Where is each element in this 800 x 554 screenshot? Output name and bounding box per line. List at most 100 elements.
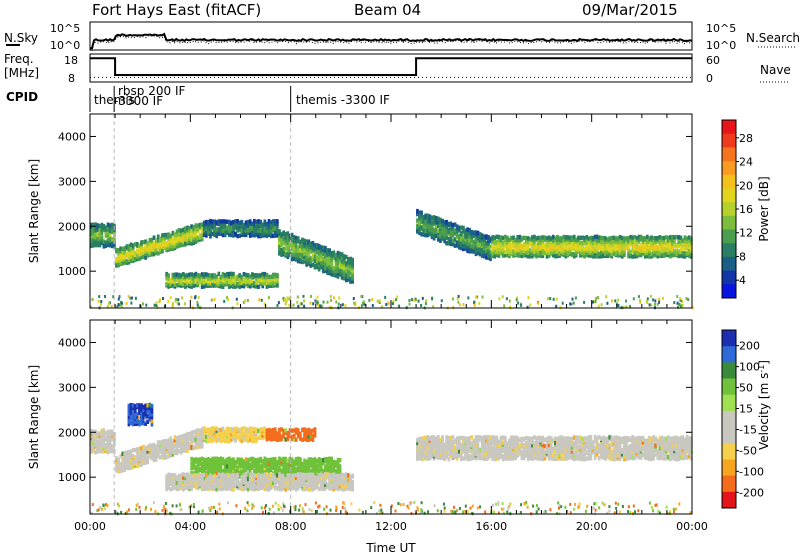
range-cell (219, 222, 223, 227)
noise-cell (176, 301, 179, 305)
range-cell (612, 242, 616, 247)
range-cell (614, 249, 618, 254)
range-cell (276, 233, 279, 238)
range-cell (447, 227, 451, 233)
range-cell (453, 451, 457, 457)
range-cell (503, 249, 507, 254)
range-cell (119, 468, 122, 474)
range-cell (305, 262, 308, 267)
range-cell (470, 447, 474, 453)
range-cell (127, 464, 131, 469)
range-cell (200, 456, 204, 461)
range-cell (301, 259, 304, 265)
range-cell (163, 453, 166, 458)
noise-cell (458, 303, 461, 307)
noise-cell (155, 304, 158, 307)
range-cell (92, 440, 95, 445)
range-cell (194, 481, 198, 486)
range-cell (296, 484, 300, 489)
range-cell (202, 457, 206, 462)
y-tick-label: 2000 (58, 220, 86, 233)
noise-cell (625, 305, 628, 309)
range-cell (248, 475, 252, 480)
range-cell (449, 441, 453, 446)
range-cell (125, 456, 129, 462)
range-cell (263, 230, 267, 235)
range-cell (474, 230, 478, 235)
range-cell (439, 440, 442, 445)
range-cell (522, 242, 526, 247)
range-cell (501, 456, 505, 462)
range-cell (426, 219, 430, 224)
noise-cell (283, 299, 286, 302)
range-cell (100, 428, 104, 433)
range-cell (589, 253, 593, 258)
range-cell (418, 228, 421, 233)
range-cell (478, 435, 482, 440)
range-cell (215, 481, 219, 486)
noise-cell (481, 295, 484, 299)
range-cell (313, 465, 317, 470)
range-cell (681, 251, 685, 256)
range-cell (142, 459, 145, 464)
range-cell (173, 282, 177, 287)
range-cell (464, 436, 467, 441)
noise-cell (440, 299, 443, 303)
range-cell (198, 444, 202, 449)
y-tick-label: 1000 (58, 265, 86, 278)
range-cell (587, 247, 591, 252)
range-cell (669, 235, 672, 240)
range-cell (639, 234, 643, 240)
range-cell (238, 280, 242, 285)
range-cell (228, 435, 231, 440)
range-cell (671, 246, 674, 252)
range-cell (96, 223, 99, 228)
range-cell (96, 239, 99, 245)
range-cell (332, 268, 336, 273)
range-cell (554, 242, 557, 247)
range-cell (253, 426, 256, 432)
range-cell (202, 220, 206, 225)
range-cell (144, 449, 147, 455)
range-cell (211, 282, 214, 287)
range-cell (265, 482, 269, 487)
range-cell (468, 231, 471, 236)
range-cell (489, 256, 492, 262)
range-cell (186, 474, 189, 480)
range-cell (276, 434, 279, 439)
range-cell (106, 449, 110, 455)
range-cell (190, 277, 193, 283)
range-cell (428, 218, 432, 223)
range-cell (184, 237, 187, 242)
range-cell (215, 466, 219, 472)
range-cell (230, 477, 233, 482)
range-cell (495, 451, 499, 457)
range-cell (416, 449, 419, 454)
range-cell (194, 234, 198, 240)
noise-cell (380, 305, 383, 309)
range-cell (184, 472, 187, 478)
range-cell (286, 463, 290, 468)
noise-cell (395, 298, 397, 302)
range-cell (301, 479, 304, 484)
range-cell (464, 454, 467, 459)
range-cell (213, 224, 216, 229)
range-cell (510, 435, 513, 440)
range-cell (251, 456, 254, 461)
range-cell (568, 242, 572, 248)
range-cell (485, 255, 488, 260)
range-cell (273, 484, 277, 489)
range-cell (90, 436, 93, 441)
range-cell (228, 277, 231, 283)
range-cell (177, 438, 181, 443)
range-cell (133, 448, 137, 453)
range-cell (144, 411, 147, 417)
range-cell (499, 240, 503, 246)
range-cell (230, 227, 233, 232)
range-cell (299, 462, 302, 467)
noise-cell (223, 299, 226, 303)
noise-cell (605, 295, 608, 299)
noise-cell (99, 303, 102, 306)
range-cell (476, 452, 480, 457)
range-cell (213, 469, 216, 475)
